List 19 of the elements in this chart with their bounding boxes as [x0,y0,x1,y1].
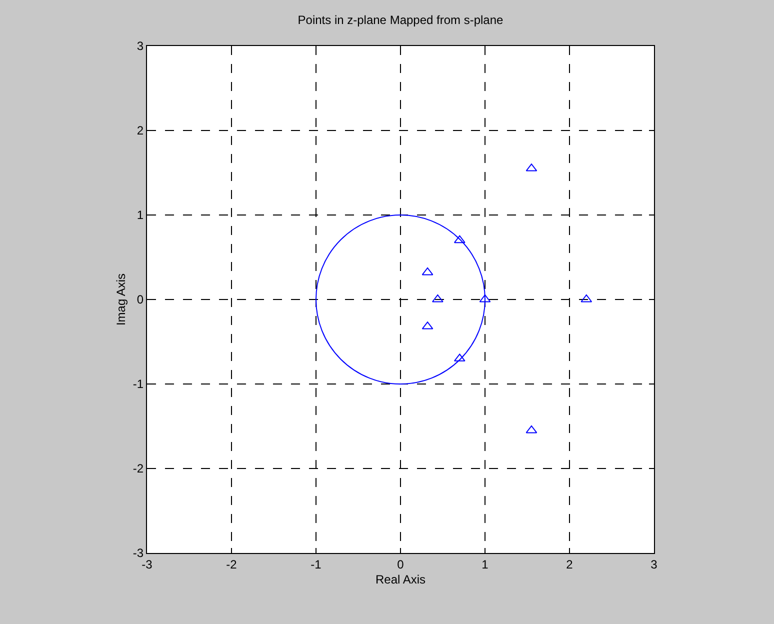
x-tick-label: -1 [310,557,322,572]
y-tick-label: 3 [136,39,144,54]
x-tick-label: -2 [226,557,238,572]
chart-title: Points in z-plane Mapped from s-plane [298,13,504,27]
x-tick-label: 3 [650,557,658,572]
y-tick-label: -1 [132,377,144,392]
x-tick-label: 0 [397,557,404,572]
y-tick-label: -2 [132,462,144,476]
y-axis-title: Imag Axis [114,273,128,326]
x-axis-title: Real Axis [375,572,426,586]
point [422,267,434,276]
y-tick-label: 0 [136,292,144,307]
point [454,235,466,244]
point [526,425,538,434]
y-tick-label: 1 [136,208,144,222]
y-tick-label: 2 [136,124,144,138]
y-tick-label: -3 [132,546,144,560]
x-tick-label: 1 [482,557,489,572]
x-tick-label: 2 [566,557,574,572]
